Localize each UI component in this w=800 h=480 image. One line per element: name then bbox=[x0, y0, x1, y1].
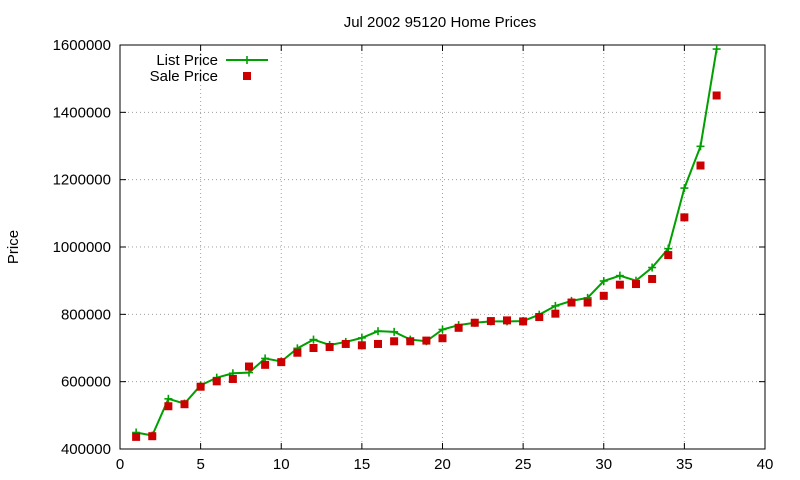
list-price-point bbox=[712, 45, 721, 54]
series-layer bbox=[132, 45, 721, 441]
legend-square-swatch bbox=[243, 72, 251, 80]
list-price-line bbox=[135, 48, 718, 437]
sale-price-point bbox=[148, 432, 157, 441]
sale-price-point bbox=[470, 318, 479, 327]
x-tick-label: 25 bbox=[515, 456, 532, 473]
sale-price-point bbox=[438, 334, 447, 343]
x-tick-label: 35 bbox=[676, 456, 693, 473]
x-tick-label: 40 bbox=[757, 456, 774, 473]
sale-price-point bbox=[712, 91, 721, 100]
list-price-point bbox=[374, 327, 382, 336]
sale-price-point bbox=[293, 348, 302, 357]
legend-label: Sale Price bbox=[150, 68, 218, 85]
y-tick-label: 1200000 bbox=[53, 172, 111, 189]
sale-price-point bbox=[599, 291, 608, 300]
list-price-point bbox=[309, 335, 318, 344]
sale-price-point bbox=[583, 298, 592, 307]
sale-price-point bbox=[551, 309, 560, 318]
sale-price-point bbox=[648, 274, 657, 283]
x-tick-label: 20 bbox=[434, 456, 451, 473]
sale-price-point bbox=[341, 339, 350, 348]
sale-price-point bbox=[519, 317, 528, 326]
sale-price-point bbox=[422, 336, 431, 345]
list-price-point bbox=[390, 327, 399, 336]
list-price-point bbox=[648, 263, 657, 272]
sale-price-point bbox=[132, 432, 141, 441]
y-tick-labels: 400000 600000 800000 1000000 1200000 1400000 1… bbox=[53, 37, 111, 458]
y-axis-label: Price bbox=[5, 230, 22, 264]
list-price-point bbox=[551, 301, 560, 310]
sale-price-point bbox=[454, 323, 463, 332]
sale-price-point bbox=[696, 161, 705, 170]
sale-price-point bbox=[664, 251, 673, 260]
y-tick-label: 1000000 bbox=[53, 239, 111, 256]
sale-price-point bbox=[212, 377, 221, 386]
series-sale-price bbox=[132, 91, 721, 441]
x-tick-label: 5 bbox=[196, 456, 204, 473]
sale-price-point bbox=[503, 316, 511, 325]
sale-price-point bbox=[245, 362, 253, 371]
x-tick-label: 30 bbox=[595, 456, 612, 473]
sale-price-point bbox=[180, 400, 189, 409]
x-tick-label: 15 bbox=[354, 456, 371, 473]
sale-price-point bbox=[535, 313, 544, 322]
sale-price-point bbox=[615, 280, 624, 289]
list-price-point bbox=[357, 333, 366, 342]
sale-price-point bbox=[309, 344, 318, 352]
sale-price-point bbox=[325, 342, 334, 351]
sale-price-point bbox=[261, 360, 270, 369]
x-tick-label: 10 bbox=[273, 456, 290, 473]
sale-price-point bbox=[406, 337, 415, 346]
sale-price-point bbox=[357, 341, 366, 350]
sale-price-point bbox=[567, 298, 576, 307]
sale-price-point bbox=[680, 213, 689, 222]
x-tick-label: 0 bbox=[116, 456, 124, 473]
y-tick-label: 1400000 bbox=[53, 104, 111, 121]
list-price-point bbox=[696, 142, 705, 151]
y-tick-label: 600000 bbox=[61, 374, 111, 391]
y-tick-label: 400000 bbox=[61, 441, 111, 458]
legend-plus-swatch bbox=[243, 56, 251, 64]
sale-price-point bbox=[228, 374, 237, 383]
list-price-point bbox=[615, 271, 624, 280]
sale-price-point bbox=[632, 280, 640, 289]
list-price-point bbox=[680, 184, 689, 193]
x-tick-labels: 0 5 10 15 20 25 30 35 40 bbox=[116, 456, 774, 473]
sale-price-point bbox=[390, 337, 399, 346]
y-tick-label: 1600000 bbox=[53, 37, 111, 54]
sale-price-point bbox=[196, 382, 205, 391]
list-price-point bbox=[164, 394, 173, 403]
list-price-point bbox=[438, 325, 447, 334]
list-price-point bbox=[599, 277, 608, 286]
sale-price-point bbox=[486, 317, 495, 326]
sale-price-point bbox=[374, 339, 382, 348]
sale-price-point bbox=[277, 358, 286, 367]
legend-label: List Price bbox=[156, 52, 218, 69]
sale-price-point bbox=[164, 402, 173, 411]
chart-title: Jul 2002 95120 Home Prices bbox=[344, 14, 537, 31]
axis-ticks bbox=[119, 44, 766, 450]
y-tick-label: 800000 bbox=[61, 306, 111, 323]
